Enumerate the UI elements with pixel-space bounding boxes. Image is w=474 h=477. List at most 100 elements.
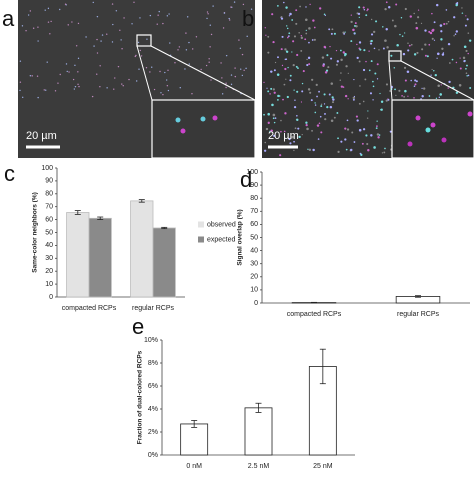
dot [314, 102, 316, 104]
dot [134, 55, 136, 58]
dot [301, 134, 303, 136]
dot [59, 73, 61, 76]
y-tick-label: 40 [45, 242, 53, 249]
dot [381, 152, 384, 154]
dot [295, 9, 298, 12]
dot [302, 70, 305, 73]
dot [376, 125, 378, 127]
dot [300, 36, 304, 40]
dot [206, 11, 209, 13]
dot [200, 116, 206, 122]
dot [300, 35, 303, 37]
dot [363, 49, 366, 52]
dot [336, 111, 339, 114]
dot [175, 117, 181, 123]
dot [50, 20, 52, 23]
dot [351, 131, 354, 134]
y-tick-label: 90 [45, 178, 53, 185]
dot [330, 82, 334, 85]
legend-label: observed [207, 221, 236, 228]
dot [429, 31, 433, 35]
dot [431, 37, 434, 40]
dot [168, 13, 170, 15]
dot [414, 83, 417, 86]
dot [401, 95, 403, 97]
dot [465, 67, 467, 70]
dot [273, 91, 276, 94]
dot [420, 22, 423, 25]
error-bar [415, 295, 421, 298]
x-tick-label: 0 nM [186, 463, 202, 470]
dot [210, 33, 213, 36]
dot [353, 141, 356, 143]
dot [363, 9, 366, 11]
dot [241, 53, 244, 56]
dot [300, 49, 303, 52]
dot [156, 23, 158, 25]
dot [357, 12, 361, 16]
dot [430, 122, 436, 128]
dot [238, 39, 240, 41]
dot [369, 42, 373, 45]
dot [159, 70, 161, 73]
dot [205, 64, 208, 67]
dot [286, 50, 289, 53]
dot [320, 105, 323, 107]
dot [212, 5, 214, 7]
dot [93, 45, 95, 47]
dot [354, 22, 357, 25]
dot [286, 25, 288, 27]
y-tick-label: 90 [250, 182, 258, 189]
dot [186, 16, 189, 18]
dot [283, 1, 285, 4]
dot [340, 140, 343, 143]
dot [353, 32, 356, 35]
y-tick-label: 30 [250, 261, 258, 268]
dot [335, 63, 339, 66]
dot [274, 117, 277, 119]
dot [19, 60, 22, 62]
dot [115, 10, 118, 12]
dot [99, 86, 101, 88]
x-tick-label: 25 nM [313, 463, 333, 470]
dot [278, 95, 281, 97]
zoom-line [150, 45, 256, 101]
dot [344, 127, 347, 130]
panel-label: a [2, 6, 15, 31]
dot [331, 96, 334, 99]
dot [355, 115, 358, 118]
dot [234, 75, 237, 78]
dot [333, 116, 336, 119]
dot [45, 89, 47, 91]
dot [455, 3, 458, 7]
dot [305, 124, 308, 127]
dot [117, 65, 120, 68]
dot [310, 99, 313, 102]
dot [433, 21, 436, 24]
dot [167, 89, 170, 92]
dot [29, 10, 32, 12]
dot [243, 69, 245, 72]
zoom-line [388, 60, 393, 101]
dot [120, 39, 122, 41]
dot [37, 40, 39, 42]
dot [294, 127, 297, 130]
dot [222, 27, 225, 29]
dot [320, 131, 323, 134]
dot [447, 20, 450, 23]
dot [318, 122, 321, 125]
dot [435, 97, 438, 99]
dot [407, 49, 410, 52]
dot [340, 72, 342, 74]
dot [151, 66, 153, 68]
dot [318, 90, 320, 93]
dot [382, 47, 385, 50]
dot [135, 80, 138, 82]
dot [206, 17, 208, 20]
dot [139, 49, 141, 52]
dot [64, 3, 67, 5]
dot [428, 43, 431, 46]
dot [289, 74, 292, 77]
dot [22, 96, 24, 99]
dot [344, 31, 346, 33]
